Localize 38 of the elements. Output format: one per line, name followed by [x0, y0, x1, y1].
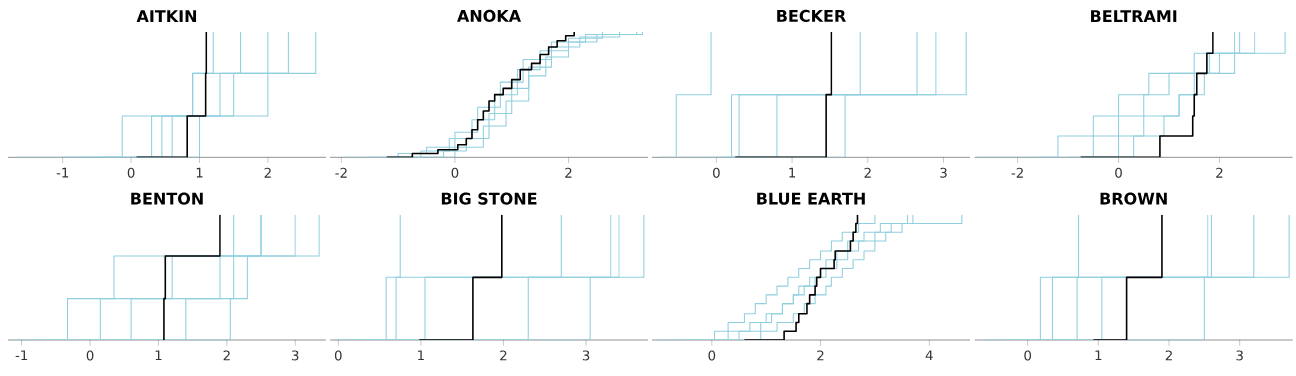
x-tick-label: 3	[292, 350, 299, 361]
x-tick-label: 2	[864, 167, 871, 178]
x-tick-label: -1	[15, 350, 28, 361]
chart-title: BELTRAMI	[1091, 10, 1177, 22]
chart-title: AITKIN	[136, 10, 197, 22]
chart-title: BENTON	[131, 192, 203, 205]
x-tick-label: 3	[1236, 350, 1243, 361]
x-tick-label: 1	[155, 350, 162, 361]
x-tick-label: 0	[713, 167, 720, 178]
x-tick-label: 2	[817, 350, 824, 361]
x-tick-label: 0	[334, 350, 342, 361]
chart-title: ANOKA	[457, 9, 521, 22]
x-tick-label: 0	[127, 167, 135, 178]
x-tick-label: 3	[582, 350, 590, 361]
x-tick-label: 0	[1024, 350, 1032, 361]
x-tick-label: -1	[56, 167, 69, 178]
x-tick-label: 1	[789, 167, 796, 178]
x-tick-label: 1	[1095, 350, 1102, 361]
x-tick-label: 0	[1115, 167, 1122, 178]
x-tick-label: 2	[1165, 350, 1172, 361]
x-tick-label: 0	[86, 350, 94, 361]
x-tick-label: 4	[925, 350, 933, 361]
x-tick-label: 2	[565, 167, 572, 178]
x-tick-label: 1	[196, 167, 203, 178]
x-tick-label: 1	[418, 350, 424, 361]
chart-title: BROWN	[1100, 192, 1167, 205]
chart-title: BECKER	[777, 9, 846, 22]
x-tick-label: -2	[335, 167, 347, 178]
x-tick-label: 0	[451, 167, 459, 178]
chart-title: BLUE EARTH	[757, 192, 865, 205]
x-tick-label: 2	[264, 167, 271, 178]
chart-title: BIG STONE	[441, 192, 537, 205]
x-tick-label: 2	[1216, 167, 1223, 178]
x-tick-label: 3	[940, 167, 947, 178]
x-tick-label: -2	[1011, 167, 1023, 178]
x-tick-label: 0	[708, 350, 716, 361]
x-tick-label: 2	[223, 350, 230, 361]
x-tick-label: 2	[500, 350, 507, 361]
